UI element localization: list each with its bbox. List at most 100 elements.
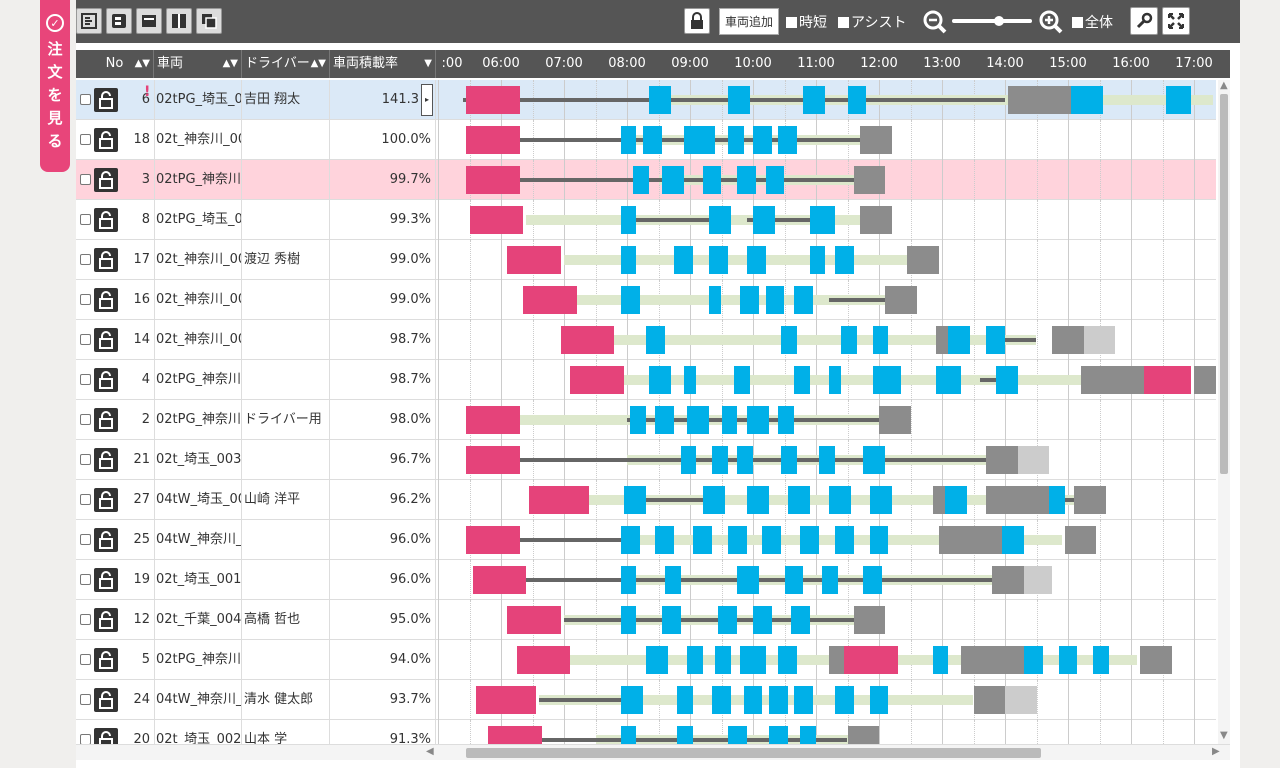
- stop-segment[interactable]: [948, 326, 971, 354]
- stop-segment[interactable]: [746, 406, 769, 434]
- table-row[interactable]: 3 02tPG_神奈川 99.7%: [76, 160, 1216, 200]
- row-checkbox[interactable]: [80, 134, 91, 145]
- scroll-right-icon[interactable]: ▶: [1212, 746, 1220, 757]
- return-segment[interactable]: [960, 646, 1024, 674]
- stop-segment[interactable]: [630, 406, 646, 434]
- stop-segment[interactable]: [863, 566, 883, 594]
- unlock-icon[interactable]: [94, 408, 118, 432]
- stop-segment[interactable]: [1058, 646, 1078, 674]
- stop-segment[interactable]: [753, 126, 772, 154]
- light_gray-segment[interactable]: [1023, 566, 1053, 594]
- stop-segment[interactable]: [620, 726, 637, 744]
- table-row[interactable]: 12 02t_千葉_004 高橋 哲也 95.0%: [76, 600, 1216, 640]
- stop-segment[interactable]: [841, 326, 857, 354]
- stop-segment[interactable]: [828, 366, 842, 394]
- fullscreen-icon[interactable]: [1162, 7, 1190, 35]
- zoom-in-icon[interactable]: [1038, 9, 1064, 39]
- stop-segment[interactable]: [1165, 86, 1191, 114]
- col-vehicle[interactable]: 車両 ▲▼: [154, 50, 242, 78]
- stop-segment[interactable]: [680, 446, 697, 474]
- stop-segment[interactable]: [768, 686, 788, 714]
- stop-segment[interactable]: [686, 646, 703, 674]
- unlock-icon[interactable]: [94, 608, 118, 632]
- unlock-icon[interactable]: [94, 288, 118, 312]
- stop-segment[interactable]: [674, 246, 694, 274]
- stop-segment[interactable]: [1093, 646, 1109, 674]
- pick-segment[interactable]: [466, 166, 520, 194]
- stop-segment[interactable]: [800, 526, 820, 554]
- pick-segment[interactable]: [523, 286, 577, 314]
- stop-segment[interactable]: [793, 366, 810, 394]
- pick-segment[interactable]: [560, 326, 615, 354]
- light_gray-segment[interactable]: [1083, 326, 1116, 354]
- stop-segment[interactable]: [793, 286, 813, 314]
- col-load-rate[interactable]: 車両積載率 ▼: [330, 50, 436, 78]
- stop-segment[interactable]: [737, 566, 760, 594]
- stop-segment[interactable]: [753, 606, 772, 634]
- stop-segment[interactable]: [819, 446, 835, 474]
- stop-segment[interactable]: [620, 206, 637, 234]
- stop-segment[interactable]: [664, 566, 681, 594]
- unlock-icon[interactable]: [94, 88, 118, 112]
- view-orders-tab[interactable]: ✓ 注文を見る: [40, 0, 70, 172]
- table-row[interactable]: 6! 02tPG_埼玉_0 吉田 翔太 141.3 ▸: [76, 80, 1216, 120]
- stop-segment[interactable]: [683, 126, 716, 154]
- stop-segment[interactable]: [765, 166, 785, 194]
- return-segment[interactable]: [879, 406, 911, 434]
- return-segment[interactable]: [932, 486, 946, 514]
- stop-segment[interactable]: [822, 566, 839, 594]
- row-checkbox[interactable]: [80, 214, 91, 225]
- stop-segment[interactable]: [620, 526, 640, 554]
- stop-segment[interactable]: [768, 726, 788, 744]
- stop-segment[interactable]: [677, 726, 694, 744]
- copy-view-icon[interactable]: [196, 8, 222, 34]
- pick-segment[interactable]: [466, 446, 520, 474]
- stop-segment[interactable]: [642, 126, 662, 154]
- vertical-scrollbar[interactable]: ▲ ▼: [1218, 80, 1230, 744]
- stop-segment[interactable]: [872, 326, 889, 354]
- stop-segment[interactable]: [781, 446, 798, 474]
- stop-segment[interactable]: [649, 86, 672, 114]
- stop-segment[interactable]: [661, 606, 681, 634]
- add-vehicle-button[interactable]: 車両追加: [719, 8, 779, 35]
- stop-segment[interactable]: [809, 206, 835, 234]
- stop-segment[interactable]: [737, 166, 757, 194]
- stop-segment[interactable]: [809, 246, 826, 274]
- stop-segment[interactable]: [1001, 526, 1024, 554]
- stop-segment[interactable]: [727, 126, 744, 154]
- table-row[interactable]: 27 04tW_埼玉_00 山崎 洋平 96.2%: [76, 480, 1216, 520]
- scroll-down-icon[interactable]: ▼: [1220, 730, 1228, 741]
- pick-segment[interactable]: [570, 366, 624, 394]
- horizontal-scrollbar[interactable]: ◀ ▶: [76, 744, 1230, 760]
- stop-segment[interactable]: [765, 286, 785, 314]
- horizontal-scroll-thumb[interactable]: [466, 748, 1041, 758]
- stop-segment[interactable]: [727, 726, 747, 744]
- pick-segment[interactable]: [516, 646, 571, 674]
- return-segment[interactable]: [1140, 646, 1172, 674]
- stop-segment[interactable]: [828, 486, 851, 514]
- light_gray-segment[interactable]: [1005, 686, 1037, 714]
- row-checkbox[interactable]: [80, 254, 91, 265]
- row-checkbox[interactable]: [80, 334, 91, 345]
- stop-segment[interactable]: [620, 126, 637, 154]
- stop-segment[interactable]: [677, 686, 694, 714]
- stop-segment[interactable]: [620, 566, 637, 594]
- return-segment[interactable]: [1194, 366, 1216, 394]
- stop-segment[interactable]: [686, 406, 709, 434]
- table-row[interactable]: 4 02tPG_神奈川 98.7%: [76, 360, 1216, 400]
- zoom-out-icon[interactable]: [922, 9, 948, 39]
- table-row[interactable]: 18 02t_神奈川_00 100.0%: [76, 120, 1216, 160]
- stop-segment[interactable]: [633, 166, 650, 194]
- stop-segment[interactable]: [734, 366, 750, 394]
- stop-segment[interactable]: [935, 366, 961, 394]
- stop-segment[interactable]: [623, 486, 646, 514]
- stop-segment[interactable]: [869, 486, 892, 514]
- row-checkbox[interactable]: [80, 414, 91, 425]
- return-segment[interactable]: [1074, 486, 1106, 514]
- pick-segment[interactable]: [466, 86, 520, 114]
- row-checkbox[interactable]: [80, 614, 91, 625]
- return-segment[interactable]: [860, 126, 892, 154]
- stop-segment[interactable]: [655, 406, 675, 434]
- stop-segment[interactable]: [718, 606, 738, 634]
- stop-segment[interactable]: [872, 366, 902, 394]
